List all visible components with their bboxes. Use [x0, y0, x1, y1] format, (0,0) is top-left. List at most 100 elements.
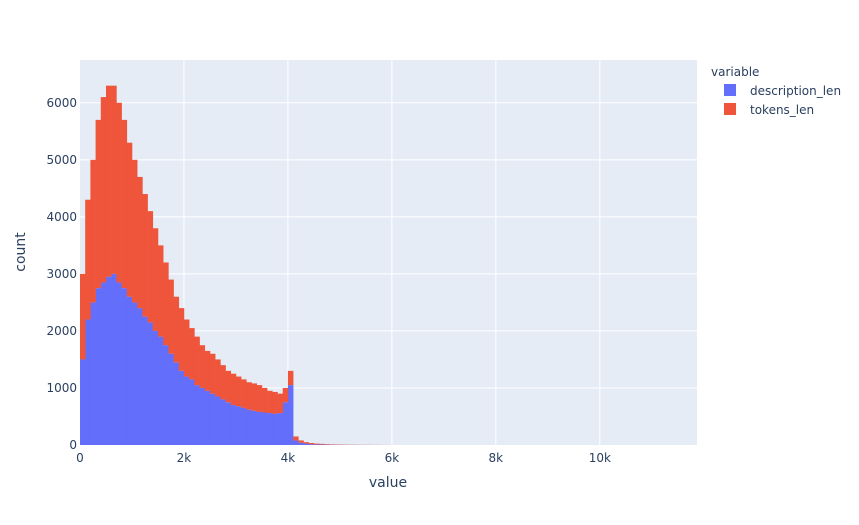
bar-tokens-len [230, 373, 237, 406]
bar-description-len [220, 399, 226, 445]
bar-tokens-len [121, 119, 128, 289]
bar-tokens-len [313, 443, 320, 445]
bar-tokens-len [319, 443, 325, 445]
bar-tokens-len [90, 159, 96, 303]
y-tick-label: 0 [69, 438, 77, 452]
y-tick-label: 2000 [46, 324, 77, 338]
legend-label: tokens_len [750, 103, 814, 117]
bar-description-len [199, 387, 206, 445]
bar-description-len [105, 276, 112, 445]
y-axis-label: count [13, 232, 29, 272]
bar-tokens-len [95, 119, 102, 289]
x-tick-label: 4k [281, 451, 296, 465]
bar-description-len [298, 442, 304, 445]
x-tick-label: 10k [589, 451, 611, 465]
bar-description-len [277, 413, 284, 445]
legend-item-description-len[interactable]: description_len [724, 84, 841, 98]
bar-tokens-len [111, 85, 117, 274]
bar-description-len [204, 390, 211, 445]
bar-tokens-len [116, 102, 122, 283]
bar-tokens-len [173, 296, 180, 363]
bar-tokens-len [308, 443, 315, 445]
bar-tokens-len [209, 353, 216, 394]
bar-description-len [313, 444, 320, 445]
bar-description-len [142, 316, 148, 445]
bar-tokens-len [225, 370, 232, 403]
bar-description-len [251, 410, 258, 445]
bar-description-len [246, 409, 252, 445]
legend-label: description_len [750, 84, 841, 98]
x-tick-label: 2k [177, 451, 192, 465]
bar-description-len [215, 396, 221, 445]
bar-description-len [183, 376, 190, 445]
bar-description-len [85, 319, 91, 445]
bar-description-len [256, 411, 263, 445]
bar-description-len [194, 385, 200, 445]
bar-tokens-len [168, 279, 174, 354]
bar-description-len [261, 412, 268, 445]
bar-tokens-len [131, 159, 138, 303]
bar-tokens-len [183, 319, 190, 377]
bar-description-len [131, 302, 138, 445]
bar-tokens-len [178, 308, 185, 371]
bar-tokens-len [241, 379, 247, 408]
bar-description-len [111, 273, 117, 445]
y-tick-label: 1000 [46, 381, 77, 395]
bar-tokens-len [267, 390, 273, 414]
bar-description-len [225, 402, 232, 445]
bar-description-len [308, 444, 315, 445]
bar-description-len [282, 402, 289, 445]
bar-description-len [235, 406, 242, 445]
bar-description-len [137, 308, 143, 445]
x-tick-label: 6k [385, 451, 400, 465]
bar-tokens-len [324, 444, 330, 445]
bar-tokens-len [100, 97, 107, 283]
bar-tokens-len [137, 176, 143, 309]
bar-tokens-len [246, 382, 252, 410]
bar-description-len [121, 288, 128, 445]
bar-tokens-len [189, 328, 195, 380]
bar-description-len [147, 322, 154, 445]
bar-tokens-len [157, 245, 164, 337]
bar-description-len [209, 393, 216, 445]
bar-tokens-len [287, 370, 294, 386]
bar-description-len [272, 413, 278, 445]
legend-swatch [724, 84, 736, 96]
bar-description-len [293, 440, 299, 445]
bar-tokens-len [199, 345, 206, 388]
bar-description-len [287, 385, 294, 445]
bar-tokens-len [85, 199, 91, 320]
bar-tokens-len [282, 387, 289, 403]
y-tick-label: 6000 [46, 96, 77, 110]
legend-item-tokens-len[interactable]: tokens_len [724, 103, 814, 117]
y-tick-label: 4000 [46, 210, 77, 224]
bar-description-len [189, 379, 195, 445]
bar-tokens-len [152, 228, 159, 331]
bar-tokens-len [293, 436, 299, 441]
legend-title: variable [711, 65, 759, 79]
bar-description-len [267, 413, 273, 445]
bar-description-len [241, 407, 247, 445]
bar-description-len [163, 345, 169, 445]
bar-tokens-len [256, 385, 263, 412]
bar-tokens-len [220, 365, 226, 400]
bar-description-len [303, 443, 310, 445]
bar-tokens-len [80, 273, 86, 360]
bar-tokens-len [235, 376, 242, 407]
x-tick-label: 8k [489, 451, 504, 465]
bar-tokens-len [126, 142, 133, 297]
x-tick-label: 0 [76, 451, 84, 465]
bar-tokens-len [277, 393, 284, 414]
bar-tokens-len [215, 359, 221, 397]
bar-tokens-len [194, 336, 200, 386]
y-tick-label: 5000 [46, 153, 77, 167]
bar-description-len [152, 330, 159, 445]
legend-swatch [724, 103, 736, 115]
bar-tokens-len [105, 85, 112, 277]
bar-description-len [95, 288, 102, 445]
gridlines [80, 60, 697, 445]
bar-tokens-len [251, 383, 258, 411]
bar-description-len [168, 353, 174, 445]
bar-description-len [178, 370, 185, 445]
